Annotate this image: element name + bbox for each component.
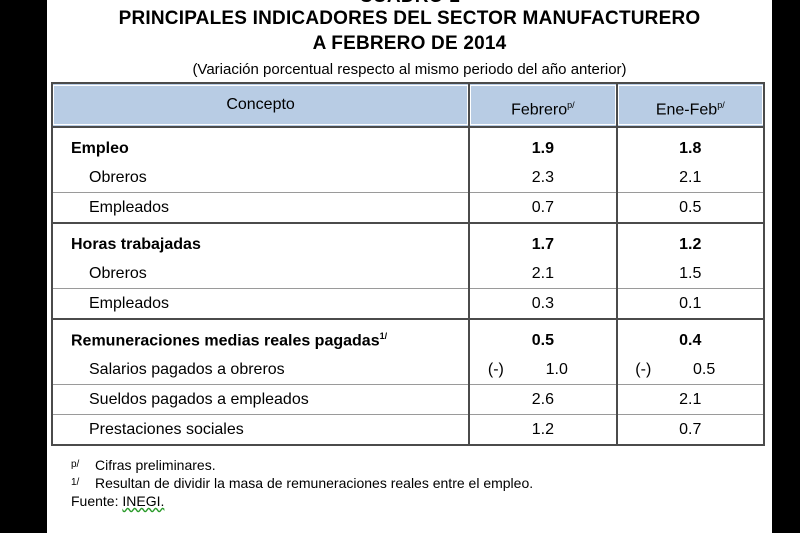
subtitle: (Variación porcentual respecto al mismo … xyxy=(192,61,627,78)
table-row: Obreros 2.1 1.5 xyxy=(50,259,766,289)
table-row: Salarios pagados a obreros (-) 1.0 (-) 0.5 xyxy=(50,355,766,385)
footnotes: p/Cifras preliminares. 1/Resultan de div… xyxy=(71,456,533,510)
table-row: Sueldos pagados a empleados 2.6 2.1 xyxy=(50,384,766,415)
footnote-preliminary: p/Cifras preliminares. xyxy=(71,457,216,473)
table-row: Horas trabajadas 1.7 1.2 xyxy=(50,230,766,259)
source-note: Fuente: INEGI. xyxy=(71,493,165,509)
table-row: Empleo 1.9 1.8 xyxy=(50,134,766,163)
header-ene-feb: Ene-Febp/ xyxy=(615,82,766,128)
table-row: Obreros 2.3 2.1 xyxy=(50,163,766,193)
header-febrero: Febrerop/ xyxy=(468,82,618,128)
table-row: Remuneraciones medias reales pagadas1/ 0… xyxy=(50,326,766,355)
header-concepto: Concepto xyxy=(50,82,471,128)
title-line-1: PRINCIPALES INDICADORES DEL SECTOR MANUF… xyxy=(118,8,701,29)
table-row: Prestaciones sociales 1.2 0.7 xyxy=(50,414,766,446)
table-number: CUADRO 1 xyxy=(47,0,772,8)
title-line-2: A FEBRERO DE 2014 xyxy=(312,33,507,54)
document-page: CUADRO 1 PRINCIPALES INDICADORES DEL SEC… xyxy=(47,0,772,533)
footnote-remuneraciones: 1/Resultan de dividir la masa de remuner… xyxy=(71,475,534,491)
table-row: Empleados 0.3 0.1 xyxy=(50,288,766,319)
indicators-table: Concepto Febrerop/ Ene-Febp/ Empleo 1.9 … xyxy=(50,82,766,446)
table-row: Empleados 0.7 0.5 xyxy=(50,192,766,223)
